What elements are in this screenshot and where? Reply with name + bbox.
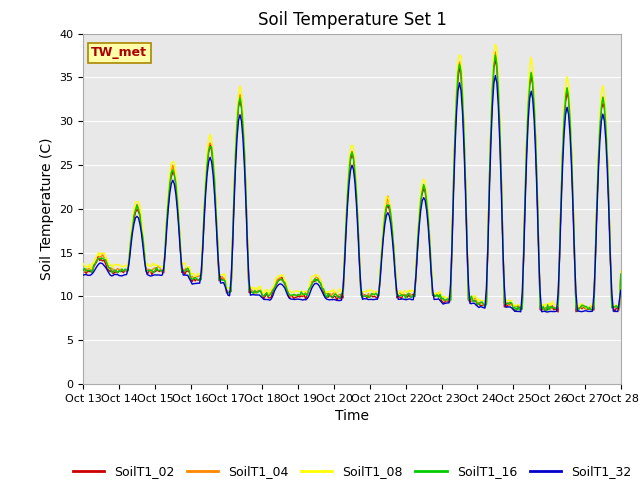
SoilT1_02 — [385, 206, 393, 212]
SoilT1_02 — [492, 56, 499, 62]
SoilT1_16 — [79, 267, 87, 273]
SoilT1_08 — [553, 302, 561, 308]
SoilT1_02 — [617, 273, 625, 278]
Line: SoilT1_04: SoilT1_04 — [83, 52, 621, 310]
Line: SoilT1_08: SoilT1_08 — [83, 44, 621, 309]
SoilT1_32 — [554, 290, 562, 296]
SoilT1_02 — [553, 306, 561, 312]
SoilT1_32 — [492, 72, 499, 78]
SoilT1_02 — [403, 294, 411, 300]
Y-axis label: Soil Temperature (C): Soil Temperature (C) — [40, 138, 54, 280]
SoilT1_16 — [179, 268, 187, 274]
SoilT1_32 — [179, 272, 187, 278]
SoilT1_32 — [544, 309, 552, 315]
SoilT1_04 — [94, 256, 102, 262]
Legend: SoilT1_02, SoilT1_04, SoilT1_08, SoilT1_16, SoilT1_32: SoilT1_02, SoilT1_04, SoilT1_08, SoilT1_… — [68, 460, 636, 480]
SoilT1_32 — [94, 262, 102, 267]
SoilT1_04 — [415, 212, 423, 217]
SoilT1_08 — [79, 261, 87, 266]
SoilT1_16 — [415, 217, 423, 223]
SoilT1_08 — [179, 261, 187, 266]
SoilT1_16 — [554, 304, 562, 310]
Title: Soil Temperature Set 1: Soil Temperature Set 1 — [257, 11, 447, 29]
Text: TW_met: TW_met — [92, 47, 147, 60]
SoilT1_04 — [553, 304, 561, 310]
SoilT1_04 — [79, 265, 87, 271]
SoilT1_08 — [492, 41, 499, 47]
Line: SoilT1_02: SoilT1_02 — [83, 59, 621, 312]
SoilT1_32 — [79, 272, 87, 278]
Line: SoilT1_16: SoilT1_16 — [83, 55, 621, 312]
SoilT1_04 — [385, 201, 393, 206]
Line: SoilT1_32: SoilT1_32 — [83, 75, 621, 312]
SoilT1_16 — [492, 52, 499, 58]
SoilT1_02 — [79, 269, 87, 275]
SoilT1_04 — [179, 266, 187, 272]
SoilT1_08 — [403, 290, 411, 296]
SoilT1_04 — [403, 292, 411, 298]
SoilT1_02 — [179, 268, 187, 274]
SoilT1_32 — [415, 224, 423, 229]
SoilT1_02 — [554, 309, 562, 315]
SoilT1_04 — [617, 269, 625, 275]
SoilT1_16 — [617, 271, 625, 277]
SoilT1_08 — [415, 205, 423, 211]
SoilT1_02 — [415, 216, 423, 222]
SoilT1_04 — [492, 49, 499, 55]
X-axis label: Time: Time — [335, 409, 369, 423]
SoilT1_16 — [403, 291, 411, 297]
SoilT1_08 — [617, 268, 625, 274]
SoilT1_08 — [385, 198, 393, 204]
SoilT1_08 — [94, 250, 102, 255]
SoilT1_32 — [403, 297, 411, 302]
SoilT1_16 — [385, 203, 393, 208]
SoilT1_04 — [616, 307, 623, 313]
SoilT1_16 — [94, 256, 102, 262]
SoilT1_08 — [584, 306, 592, 312]
SoilT1_16 — [542, 309, 550, 314]
SoilT1_32 — [617, 288, 625, 293]
SoilT1_02 — [94, 253, 102, 259]
SoilT1_32 — [385, 213, 393, 219]
